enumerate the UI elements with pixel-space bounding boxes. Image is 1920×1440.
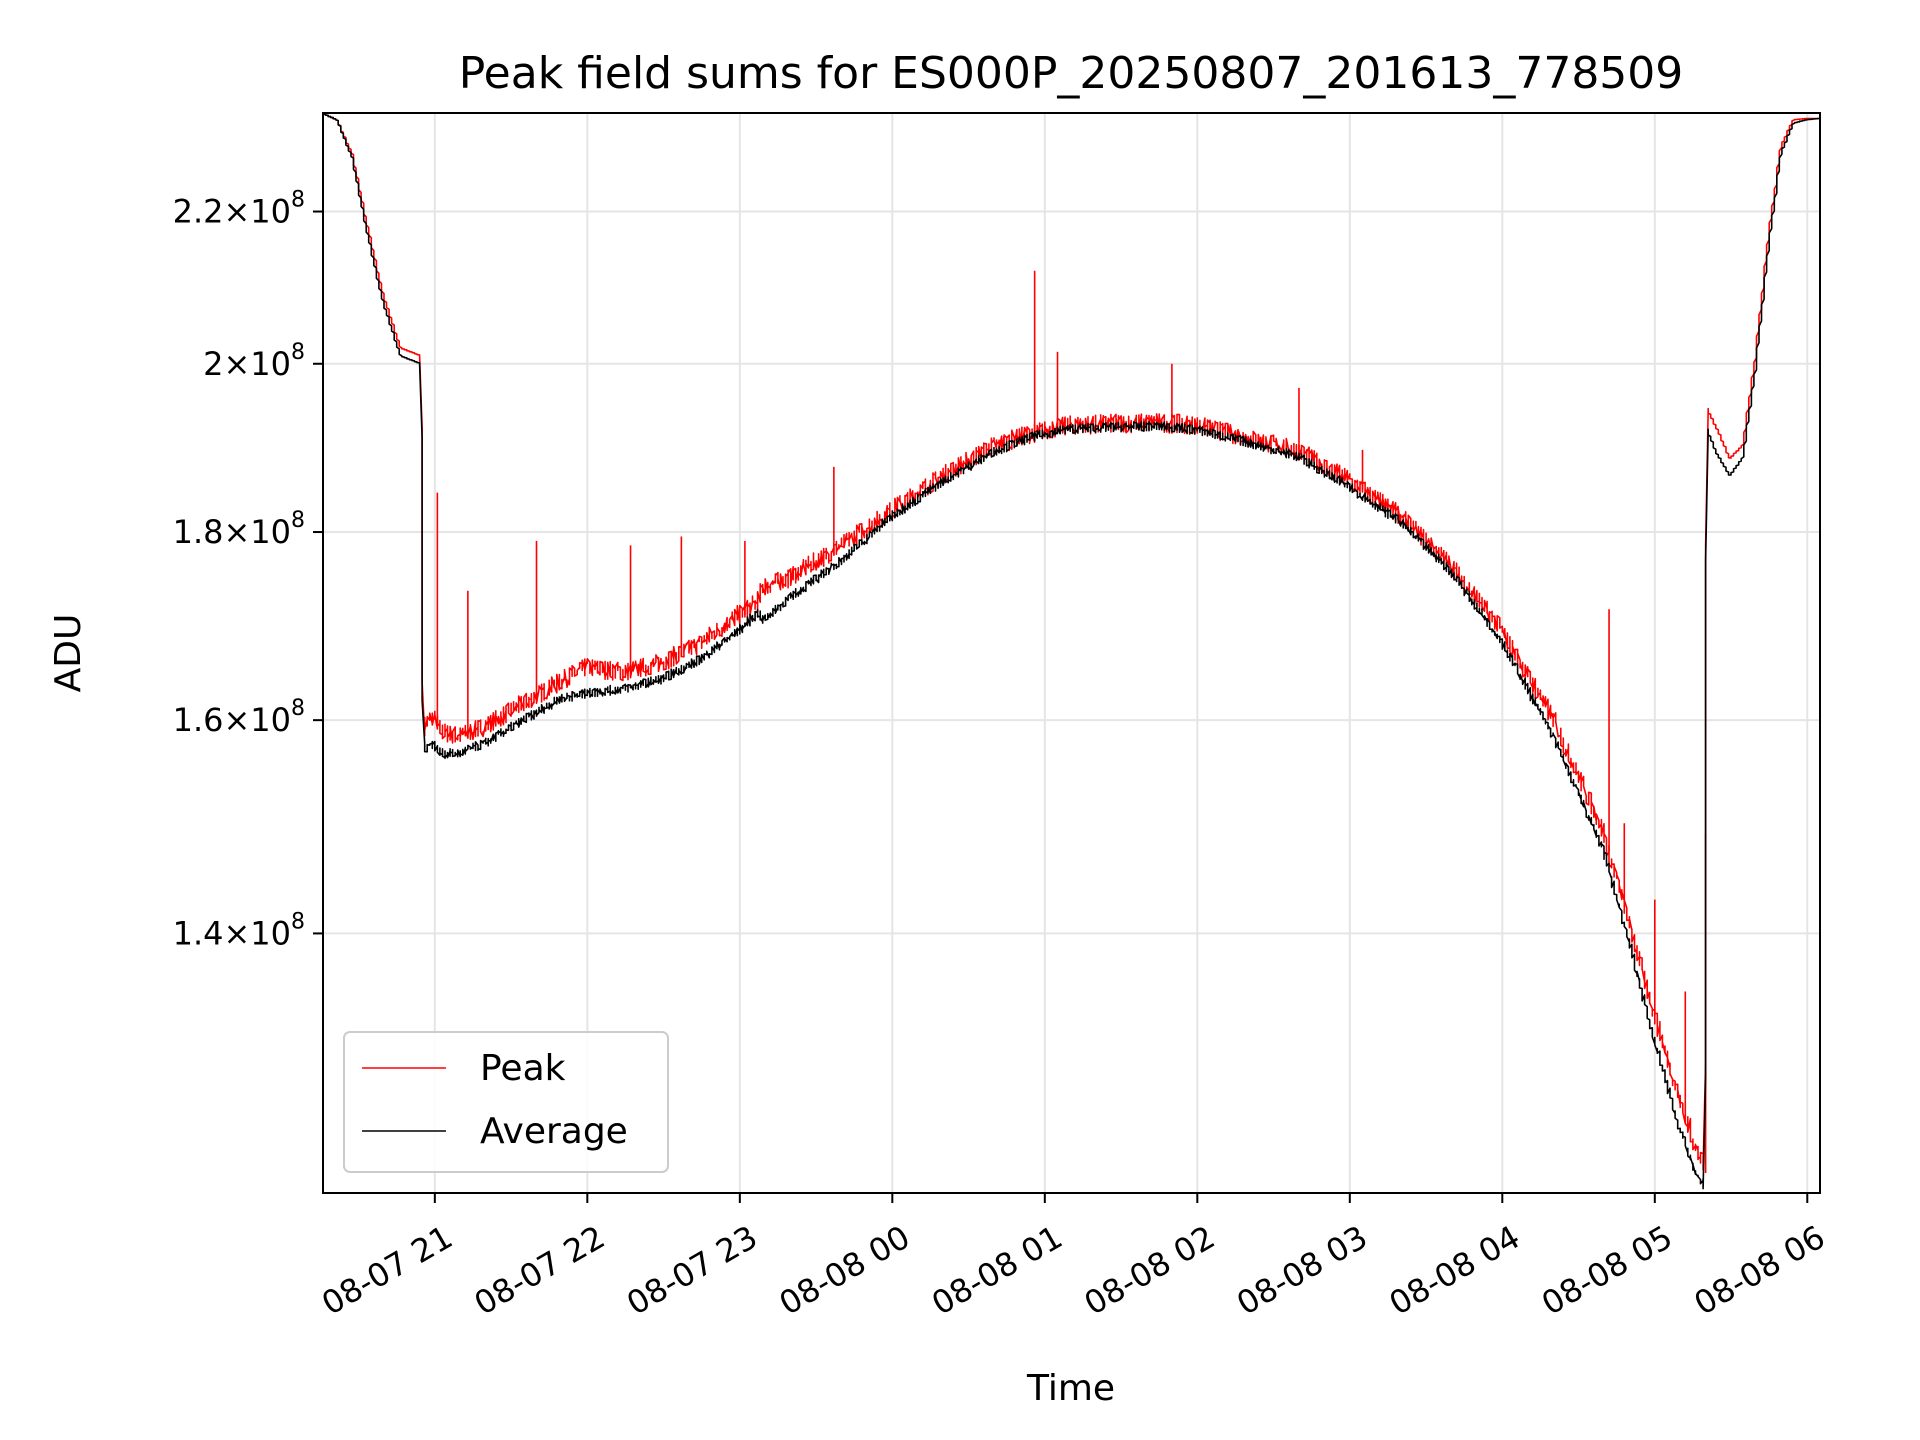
y-tick-label: 1.6×108 — [173, 696, 305, 739]
grid — [323, 113, 1820, 1193]
y-tick-label: 1.4×108 — [173, 909, 305, 952]
x-axis-label: Time — [1026, 1368, 1115, 1409]
y-tick-label: 1.8×108 — [173, 508, 305, 551]
y-tick-label: 2×108 — [203, 340, 305, 383]
plot-lines — [323, 113, 1820, 1190]
legend-box — [343, 1031, 669, 1173]
legend-label-average: Average — [480, 1111, 628, 1152]
series-line-average — [323, 113, 1820, 1190]
y-tick-label: 2.2×108 — [173, 188, 305, 231]
legend: Peak Average — [343, 1031, 669, 1173]
y-axis-ticks: 1.4×108 1.6×108 1.8×108 2×108 2.2×108 — [173, 188, 323, 952]
plot-frame — [322, 112, 1821, 1194]
y-axis-label: ADU — [48, 614, 89, 693]
chart-title: Peak field sums for ES000P_20250807_2016… — [459, 48, 1684, 99]
legend-label-peak: Peak — [480, 1048, 566, 1089]
series-line-peak — [323, 113, 1820, 1171]
